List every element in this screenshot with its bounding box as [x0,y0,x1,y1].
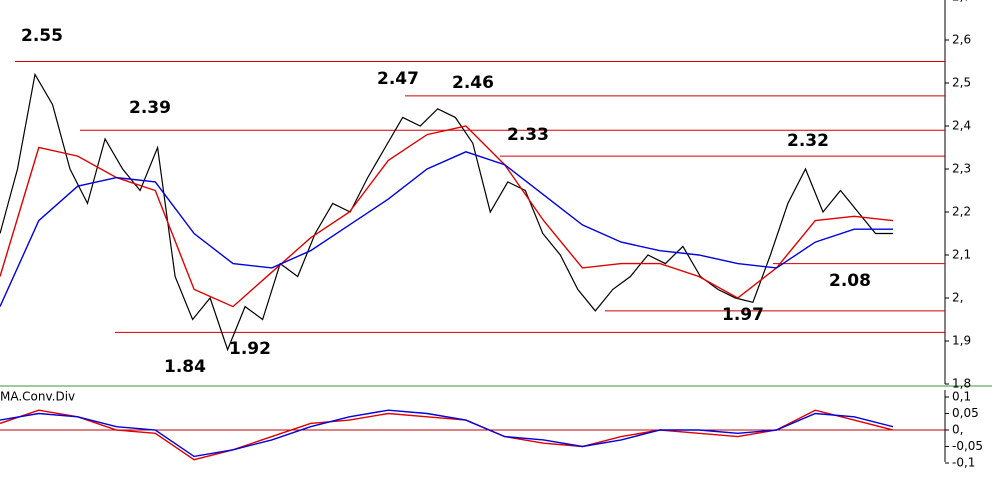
y-tick-label: 1,9 [952,334,971,348]
y-tick-label: 1,8 [952,377,971,391]
level-label: 1.84 [164,357,206,377]
y-tick-label: 0,05 [952,406,979,420]
y-tick-label: 2,7 [952,0,971,4]
y-tick-label: 2,4 [952,119,971,133]
level-label: 2.46 [452,73,494,93]
y-tick-label: 2,5 [952,76,971,90]
level-label: 2.47 [377,69,419,89]
level-label: 2.08 [829,271,871,291]
y-tick-label: 2, [952,291,963,305]
level-label: 1.97 [722,305,764,325]
level-label: 2.33 [507,125,549,145]
indicator-title: MA.Conv.Div [0,390,75,404]
level-label: 2.32 [787,131,829,151]
y-tick-label: 2,1 [952,248,971,262]
y-tick-label: 0, [952,423,963,437]
level-label: 2.39 [129,98,171,118]
y-tick-label: 2,6 [952,33,971,47]
y-tick-label: -0,05 [952,439,983,453]
y-tick-label: 2,2 [952,205,971,219]
y-tick-label: 0,1 [952,390,971,404]
level-label: 1.92 [229,339,271,359]
series-line [0,72,893,352]
level-label: 2.55 [21,26,63,46]
y-tick-label: 2,3 [952,162,971,176]
series-line [0,151,893,307]
series-line [0,409,894,458]
y-tick-label: -0,1 [952,456,975,470]
series-line [0,409,894,461]
series-line [0,125,894,308]
